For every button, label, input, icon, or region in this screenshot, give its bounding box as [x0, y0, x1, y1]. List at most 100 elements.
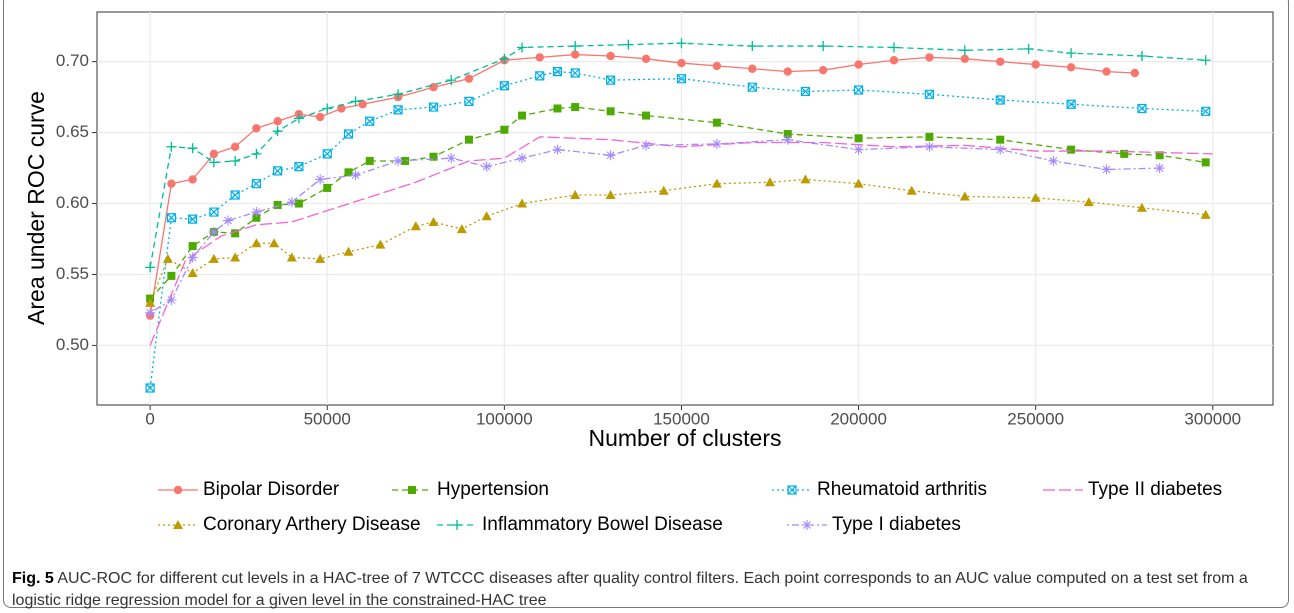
marker: [145, 262, 156, 273]
marker: [166, 213, 176, 223]
marker: [1154, 163, 1165, 174]
marker: [293, 113, 304, 124]
marker: [208, 157, 219, 168]
series-line: [149, 136, 1213, 346]
marker: [499, 81, 509, 91]
marker: [251, 238, 262, 248]
marker: [273, 166, 283, 176]
marker: [889, 56, 899, 65]
marker: [145, 383, 155, 393]
marker: [499, 53, 510, 64]
marker: [570, 190, 581, 200]
marker: [251, 207, 262, 218]
marker: [1137, 103, 1147, 114]
marker: [553, 104, 562, 113]
marker: [606, 107, 615, 116]
marker: [315, 174, 326, 185]
marker: [1102, 67, 1111, 76]
marker: [853, 178, 864, 188]
legend-item: Inflammatory Bowel Disease: [437, 514, 723, 535]
marker: [747, 82, 757, 92]
marker: [623, 39, 634, 50]
marker: [188, 175, 197, 184]
marker: [375, 239, 386, 249]
marker: [605, 190, 616, 200]
legend-label: Bipolar Disorder: [203, 479, 340, 500]
marker: [429, 152, 438, 161]
marker: [658, 185, 669, 195]
marker: [208, 253, 219, 263]
legend-label: Rheumatoid arthritis: [817, 479, 987, 500]
marker: [571, 103, 580, 112]
legend-item: Coronary Arthery Disease: [158, 514, 421, 535]
marker: [500, 125, 509, 134]
marker: [167, 271, 176, 280]
marker: [854, 134, 863, 143]
marker: [1136, 202, 1147, 212]
marker: [800, 174, 811, 184]
marker: [783, 67, 792, 76]
marker: [286, 252, 297, 262]
marker: [642, 111, 651, 120]
legend-label: Hypertension: [437, 479, 549, 500]
marker: [209, 207, 219, 217]
marker: [818, 41, 829, 52]
x-tick-label: 250000: [1007, 409, 1064, 428]
series-line: [149, 70, 1206, 389]
marker: [273, 117, 282, 126]
marker: [1083, 197, 1094, 207]
marker: [711, 138, 722, 149]
marker: [517, 198, 528, 208]
marker: [286, 197, 297, 208]
marker: [464, 74, 474, 83]
marker: [712, 61, 722, 71]
marker: [1031, 60, 1040, 69]
marker: [187, 143, 198, 154]
marker: [552, 66, 563, 77]
marker: [464, 135, 473, 144]
marker: [711, 178, 722, 188]
marker: [712, 118, 721, 127]
marker: [1201, 106, 1211, 116]
x-tick-label: 300000: [1184, 409, 1241, 428]
marker: [188, 242, 197, 251]
marker: [273, 200, 282, 209]
marker: [924, 89, 935, 99]
marker: [208, 226, 219, 237]
marker: [570, 68, 580, 78]
marker: [518, 111, 527, 120]
marker: [535, 71, 545, 81]
marker: [924, 141, 935, 152]
marker: [996, 57, 1005, 66]
marker: [995, 95, 1005, 105]
marker: [1023, 43, 1034, 54]
marker: [269, 238, 280, 248]
marker: [748, 64, 757, 73]
marker: [230, 252, 241, 262]
marker: [1120, 149, 1129, 158]
x-tick-label: 0: [145, 409, 154, 428]
y-tick-label: 0.70: [56, 51, 89, 70]
marker: [230, 155, 241, 166]
y-tick-label: 0.65: [56, 122, 89, 141]
marker: [783, 130, 792, 139]
marker: [677, 58, 686, 68]
marker: [606, 75, 616, 85]
x-tick-label: 150000: [653, 409, 710, 428]
marker: [818, 65, 828, 75]
legend-item: Rheumatoid arthritis: [772, 479, 987, 500]
marker: [428, 216, 439, 226]
marker: [343, 129, 354, 139]
lines: [145, 38, 1213, 393]
legend-item: Type I diabetes: [787, 514, 961, 535]
caption-text: AUC-ROC for different cut levels in a HA…: [12, 570, 1248, 609]
marker: [393, 155, 404, 166]
marker: [787, 485, 797, 495]
marker: [223, 215, 234, 226]
marker: [854, 60, 863, 69]
marker: [906, 185, 917, 195]
marker: [1155, 151, 1164, 160]
marker: [401, 156, 410, 165]
marker: [365, 116, 375, 126]
marker: [145, 297, 156, 307]
